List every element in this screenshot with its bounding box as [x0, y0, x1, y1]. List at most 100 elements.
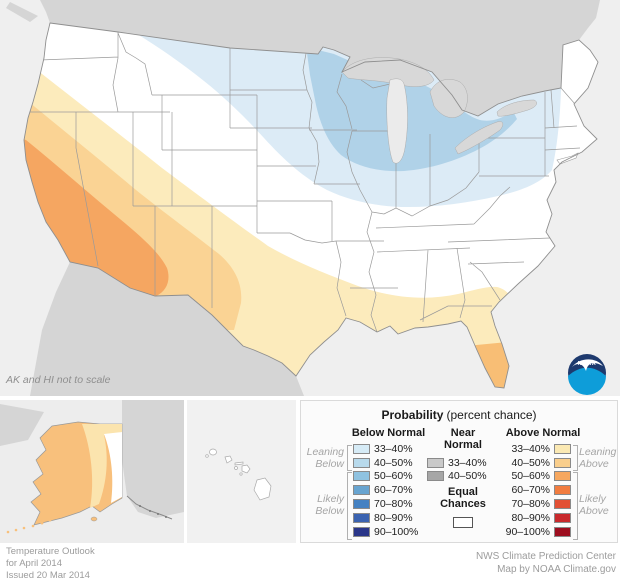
likely-above-label: Likely Above	[579, 493, 609, 517]
leaning-above-bracket	[573, 445, 578, 471]
scale-note: AK and HI not to scale	[6, 374, 111, 386]
footer-title: Temperature Outlook	[6, 546, 95, 557]
noaa-logo-text: NOAA	[578, 361, 597, 367]
near-normal-column: 33–40% 40–50%	[427, 456, 487, 484]
range-label: 90–100%	[505, 525, 550, 538]
color-swatch	[554, 499, 571, 510]
equal-chances-swatch	[453, 517, 473, 528]
legend-row: 33–40%	[504, 442, 571, 456]
range-label: 33–40%	[511, 442, 550, 455]
color-swatch	[554, 526, 571, 537]
footer-issued: Issued 20 Mar 2014	[6, 570, 90, 581]
color-swatch	[427, 471, 444, 482]
alaska-panhandle	[126, 495, 173, 520]
likely-below-bracket	[347, 472, 352, 540]
legend-panel: Probability (percent chance) Below Normal…	[300, 400, 618, 543]
likely-below-label: Likely Below	[315, 493, 344, 517]
leaning-below-label: Leaning Below	[306, 446, 344, 470]
kodiak-island	[90, 516, 98, 522]
range-label: 60–70%	[511, 484, 550, 497]
legend-row: 40–50%	[504, 456, 571, 470]
state-borders	[28, 30, 581, 333]
color-swatch	[353, 499, 370, 510]
color-swatch	[427, 457, 444, 468]
legend-title-bold: Probability	[381, 408, 444, 422]
legend-row: 33–40%	[353, 442, 418, 456]
legend-row: 40–50%	[427, 470, 487, 484]
great-lakes	[341, 57, 537, 164]
range-label: 40–50%	[448, 470, 487, 483]
color-swatch	[353, 457, 370, 468]
range-label: 80–90%	[374, 511, 413, 524]
color-swatch	[554, 512, 571, 523]
noaa-logo: NOAA	[568, 354, 606, 395]
range-label: 80–90%	[511, 511, 550, 524]
alaska-33-40-band	[82, 424, 122, 508]
leaning-below-bracket	[347, 445, 352, 471]
range-label: 90–100%	[374, 525, 419, 538]
below-normal-header: Below Normal	[351, 427, 426, 439]
legend-row: 40–50%	[353, 456, 418, 470]
us-outline	[23, 22, 599, 389]
hawaii-inset	[187, 400, 296, 543]
color-swatch	[554, 471, 571, 482]
legend-row: 50–60%	[504, 470, 571, 484]
lake-michigan	[386, 78, 408, 164]
below-normal-column: 33–40% 40–50% 50–60% 60–70% 70–80% 80–90% 90–1…	[353, 442, 418, 539]
legend-row: 90–100%	[353, 525, 418, 539]
range-label: 70–80%	[374, 498, 413, 511]
legend-row: 80–90%	[504, 511, 571, 525]
legend-row: 33–40%	[427, 456, 487, 470]
conus-map: NOAA	[0, 0, 620, 396]
legend-row: 70–80%	[353, 497, 418, 511]
leaning-above-label: Leaning Above	[579, 446, 617, 470]
color-swatch	[353, 485, 370, 496]
hawaii-islands	[205, 448, 272, 501]
lake-huron	[429, 79, 468, 118]
range-label: 33–40%	[448, 456, 487, 469]
lake-ontario	[496, 99, 537, 117]
color-swatch	[353, 512, 370, 523]
color-swatch	[554, 443, 571, 454]
lake-erie	[454, 121, 504, 155]
legend-row: 80–90%	[353, 511, 418, 525]
lake-superior	[341, 57, 435, 87]
footer-period: for April 2014	[6, 558, 62, 569]
alaska-inset	[0, 400, 184, 543]
above-normal-column: 33–40% 40–50% 50–60% 60–70% 70–80% 80–90% 90–1…	[504, 442, 571, 539]
legend-row: 60–70%	[504, 483, 571, 497]
above-normal-header: Above Normal	[505, 427, 581, 439]
legend-row: 50–60%	[353, 470, 418, 484]
color-swatch	[353, 443, 370, 454]
footer-left-credit: Temperature Outlook for April 2014 Issue…	[6, 546, 95, 582]
footer-source: NWS Climate Prediction Center	[475, 551, 616, 562]
russia-region	[0, 404, 44, 446]
legend-row: 70–80%	[504, 497, 571, 511]
alaska-equal-chances	[104, 432, 122, 503]
range-label: 33–40%	[374, 442, 413, 455]
range-label: 50–60%	[511, 470, 550, 483]
range-label: 70–80%	[511, 498, 550, 511]
vancouver-island	[6, 2, 38, 22]
long-island	[556, 152, 579, 165]
color-swatch	[554, 457, 571, 468]
footer-right-credit: NWS Climate Prediction Center Map by NOA…	[476, 550, 616, 576]
legend-title-suffix: (percent chance)	[446, 408, 537, 422]
legend-row: 90–100%	[504, 525, 571, 539]
legend-row: 60–70%	[353, 483, 418, 497]
mexico-region	[30, 262, 304, 396]
range-label: 60–70%	[374, 484, 413, 497]
range-label: 40–50%	[511, 456, 550, 469]
color-swatch	[554, 485, 571, 496]
aleutian-islands	[6, 518, 52, 534]
color-swatch	[353, 526, 370, 537]
likely-above-bracket	[573, 472, 578, 540]
hawaii-ocean	[187, 400, 296, 543]
near-normal-header: Near Normal	[444, 427, 482, 451]
range-label: 50–60%	[374, 470, 413, 483]
canada-region-ak	[122, 400, 184, 518]
color-swatch	[353, 471, 370, 482]
equal-chances-label: Equal Chances	[440, 486, 486, 510]
footer-mapby: Map by NOAA Climate.gov	[497, 564, 616, 575]
